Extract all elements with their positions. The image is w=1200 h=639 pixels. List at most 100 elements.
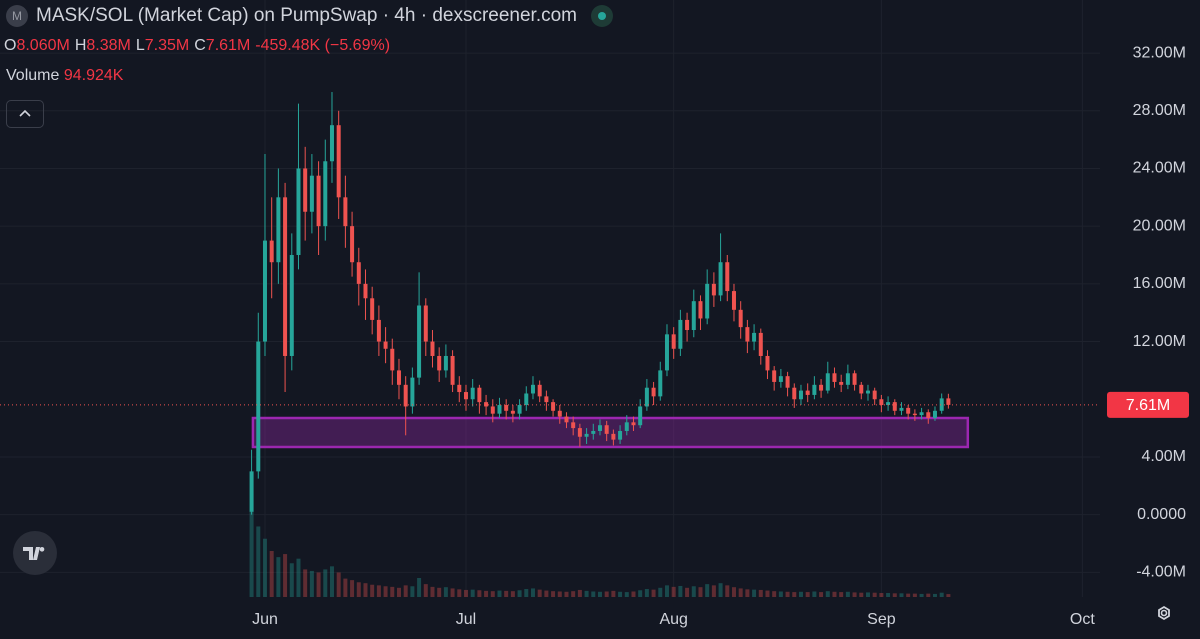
volume-bar xyxy=(812,591,817,597)
ohlc-value: 8.38M xyxy=(86,37,131,54)
volume-bar xyxy=(510,591,515,597)
volume-bar xyxy=(276,557,281,597)
volume-bar xyxy=(249,511,254,597)
volume-bar xyxy=(443,587,448,597)
candle-body xyxy=(738,309,743,328)
candle-body xyxy=(410,377,415,407)
volume-bar xyxy=(705,584,710,597)
candle-body xyxy=(912,413,917,416)
volume-bar xyxy=(805,592,810,597)
candle-body xyxy=(906,407,911,414)
candle-body xyxy=(872,390,877,400)
candle-body xyxy=(845,373,850,385)
collapse-button[interactable] xyxy=(6,100,44,128)
candle-body xyxy=(396,370,401,385)
candle-body xyxy=(939,398,944,411)
candle-body xyxy=(249,471,254,512)
chart-title: MASK/SOL (Market Cap) on PumpSwap · 4h ·… xyxy=(36,5,578,26)
volume-bar xyxy=(859,592,864,597)
candle-body xyxy=(671,334,676,349)
volume-bar xyxy=(551,591,556,597)
volume-bar xyxy=(926,593,931,597)
volume-bar xyxy=(544,590,549,597)
x-tick-label: Oct xyxy=(1070,611,1095,628)
volume-bar xyxy=(946,594,951,597)
volume-bar xyxy=(664,585,669,597)
candle-body xyxy=(510,410,515,414)
candle-body xyxy=(437,355,442,371)
candle-body xyxy=(711,283,716,296)
volume-bar xyxy=(611,590,616,597)
volume-bar xyxy=(798,591,803,597)
candle-body xyxy=(430,341,435,356)
candle-body xyxy=(504,405,509,411)
volume-bar xyxy=(591,591,596,597)
candle-body xyxy=(758,332,763,356)
volume-bar xyxy=(819,592,824,597)
candle-body xyxy=(745,327,750,342)
candle-body xyxy=(557,410,562,417)
candle-body xyxy=(423,305,428,342)
candle-body xyxy=(530,384,535,394)
candle-body xyxy=(618,430,623,440)
volume-row: Volume 94.924K xyxy=(6,67,123,85)
candle-body xyxy=(691,301,696,331)
volume-bar xyxy=(638,590,643,597)
volume-bar xyxy=(396,587,401,597)
volume-bar xyxy=(571,591,576,597)
candle-body xyxy=(376,319,381,342)
volume-bar xyxy=(564,591,569,597)
candle-body xyxy=(443,355,448,371)
y-tick-label: 0.0000 xyxy=(1137,506,1186,523)
y-tick-label: 24.00M xyxy=(1133,160,1186,177)
candle-body xyxy=(946,398,951,405)
volume-bar xyxy=(329,566,334,597)
candle-body xyxy=(276,197,281,263)
candle-body xyxy=(356,262,361,284)
candle-body xyxy=(865,390,870,394)
candle-body xyxy=(403,384,408,407)
settings-button[interactable] xyxy=(1158,605,1170,621)
candle-body xyxy=(705,283,710,319)
status-dot xyxy=(591,5,614,27)
volume-bar xyxy=(879,593,884,597)
candle-body xyxy=(886,402,891,406)
candle-body xyxy=(463,392,468,400)
candle-body xyxy=(678,319,683,349)
volume-bar xyxy=(584,590,589,597)
volume-bar xyxy=(886,593,891,597)
volume-bar xyxy=(651,589,656,597)
candle-body xyxy=(484,402,489,407)
candle-body xyxy=(718,262,723,296)
volume-bar xyxy=(725,585,730,597)
volume-bar xyxy=(932,593,937,597)
candle-body xyxy=(477,387,482,403)
price-change: -459.48K (−5.69%) xyxy=(255,37,391,54)
volume-bar xyxy=(698,587,703,597)
candle-body xyxy=(919,412,924,416)
volume-bar xyxy=(484,590,489,597)
y-tick-label: 32.00M xyxy=(1133,44,1186,61)
volume-bar xyxy=(383,586,388,597)
candle-body xyxy=(497,405,502,414)
volume-bar xyxy=(490,591,495,597)
y-tick-label: 4.00M xyxy=(1142,448,1186,465)
candle-body xyxy=(269,240,274,263)
volume-bar xyxy=(410,586,415,597)
x-tick-label: Jul xyxy=(456,611,476,628)
volume-bar xyxy=(336,572,341,597)
volume-bar xyxy=(618,591,623,597)
candle-body xyxy=(658,370,663,397)
candle-body xyxy=(792,387,797,400)
ohlc-key: L xyxy=(135,37,145,54)
candle-body xyxy=(303,168,308,212)
candle-body xyxy=(725,262,730,292)
candle-body xyxy=(591,430,596,434)
volume-bar xyxy=(463,589,468,597)
volume-bar xyxy=(303,569,308,597)
candle-body xyxy=(283,197,288,356)
candle-body xyxy=(262,240,267,342)
candle-body xyxy=(926,412,931,419)
candle-body xyxy=(316,175,321,227)
